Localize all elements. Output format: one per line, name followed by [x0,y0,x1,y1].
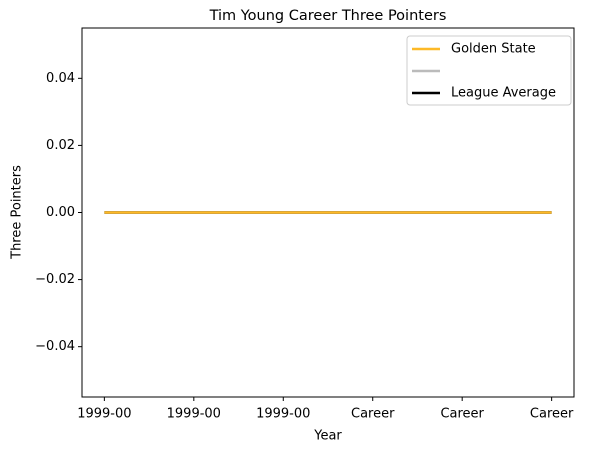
x-tick-label: 1999-00 [167,407,221,422]
x-tick-label: Career [530,407,574,422]
x-axis-label: Year [313,429,342,444]
y-tick-label: 0.04 [46,71,75,86]
legend-label: Golden State [451,42,536,57]
legend-box [406,35,572,106]
chart-title: Tim Young Career Three Pointers [209,8,447,24]
y-axis-label: Three Pointers [10,165,25,260]
x-tick-label: 1999-00 [77,407,131,422]
x-tick-label: 1999-00 [256,407,310,422]
legend-label: League Average [451,86,556,101]
y-tick-label: 0.02 [46,138,75,153]
plot-frame [81,27,575,398]
x-tick-label: Career [351,407,395,422]
y-tick-label: 0.00 [46,205,75,220]
x-tick-label: Career [440,407,484,422]
y-tick-label: −0.04 [35,339,75,354]
y-tick-label: −0.02 [35,272,75,287]
